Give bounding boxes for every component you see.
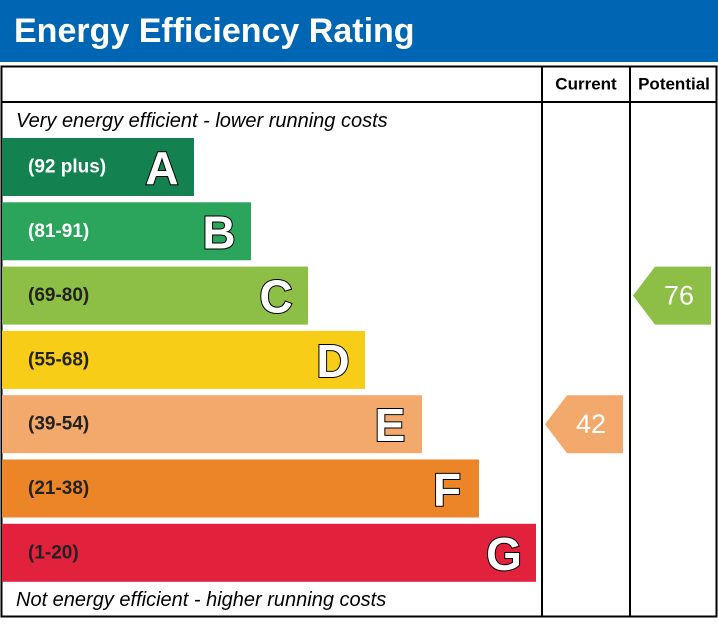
band-range: (92 plus) bbox=[28, 157, 106, 178]
band-letter: E bbox=[375, 399, 406, 451]
band-letter: F bbox=[433, 464, 461, 516]
band-letter: G bbox=[486, 528, 522, 580]
title-bar bbox=[0, 0, 718, 62]
band-bar bbox=[2, 395, 422, 454]
column-header: Potential bbox=[638, 75, 710, 94]
rating-arrow bbox=[633, 266, 711, 325]
band-bar bbox=[2, 459, 479, 518]
band-range: (39-54) bbox=[28, 414, 89, 435]
column-header: Current bbox=[555, 75, 617, 94]
band-range: (69-80) bbox=[28, 285, 89, 306]
band-bar bbox=[2, 266, 308, 325]
band-letter: C bbox=[259, 271, 292, 323]
band-letter: D bbox=[316, 335, 349, 387]
band-bar bbox=[2, 202, 251, 261]
band-bar bbox=[2, 523, 536, 582]
band-letter: B bbox=[202, 206, 235, 258]
band-range: (55-68) bbox=[28, 349, 89, 370]
title: Energy Efficiency Rating bbox=[14, 12, 415, 50]
rating-arrow bbox=[545, 395, 623, 454]
rating-value: 42 bbox=[576, 409, 606, 439]
band-bar bbox=[2, 138, 194, 196]
band-bar bbox=[2, 330, 365, 389]
bottom-note: Not energy efficient - higher running co… bbox=[16, 589, 386, 611]
top-note: Very energy efficient - lower running co… bbox=[16, 110, 388, 132]
band-range: (81-91) bbox=[28, 221, 89, 242]
band-range: (1-20) bbox=[28, 542, 79, 563]
rating-value: 76 bbox=[664, 281, 694, 311]
band-letter: A bbox=[145, 142, 178, 194]
band-range: (21-38) bbox=[28, 478, 89, 499]
